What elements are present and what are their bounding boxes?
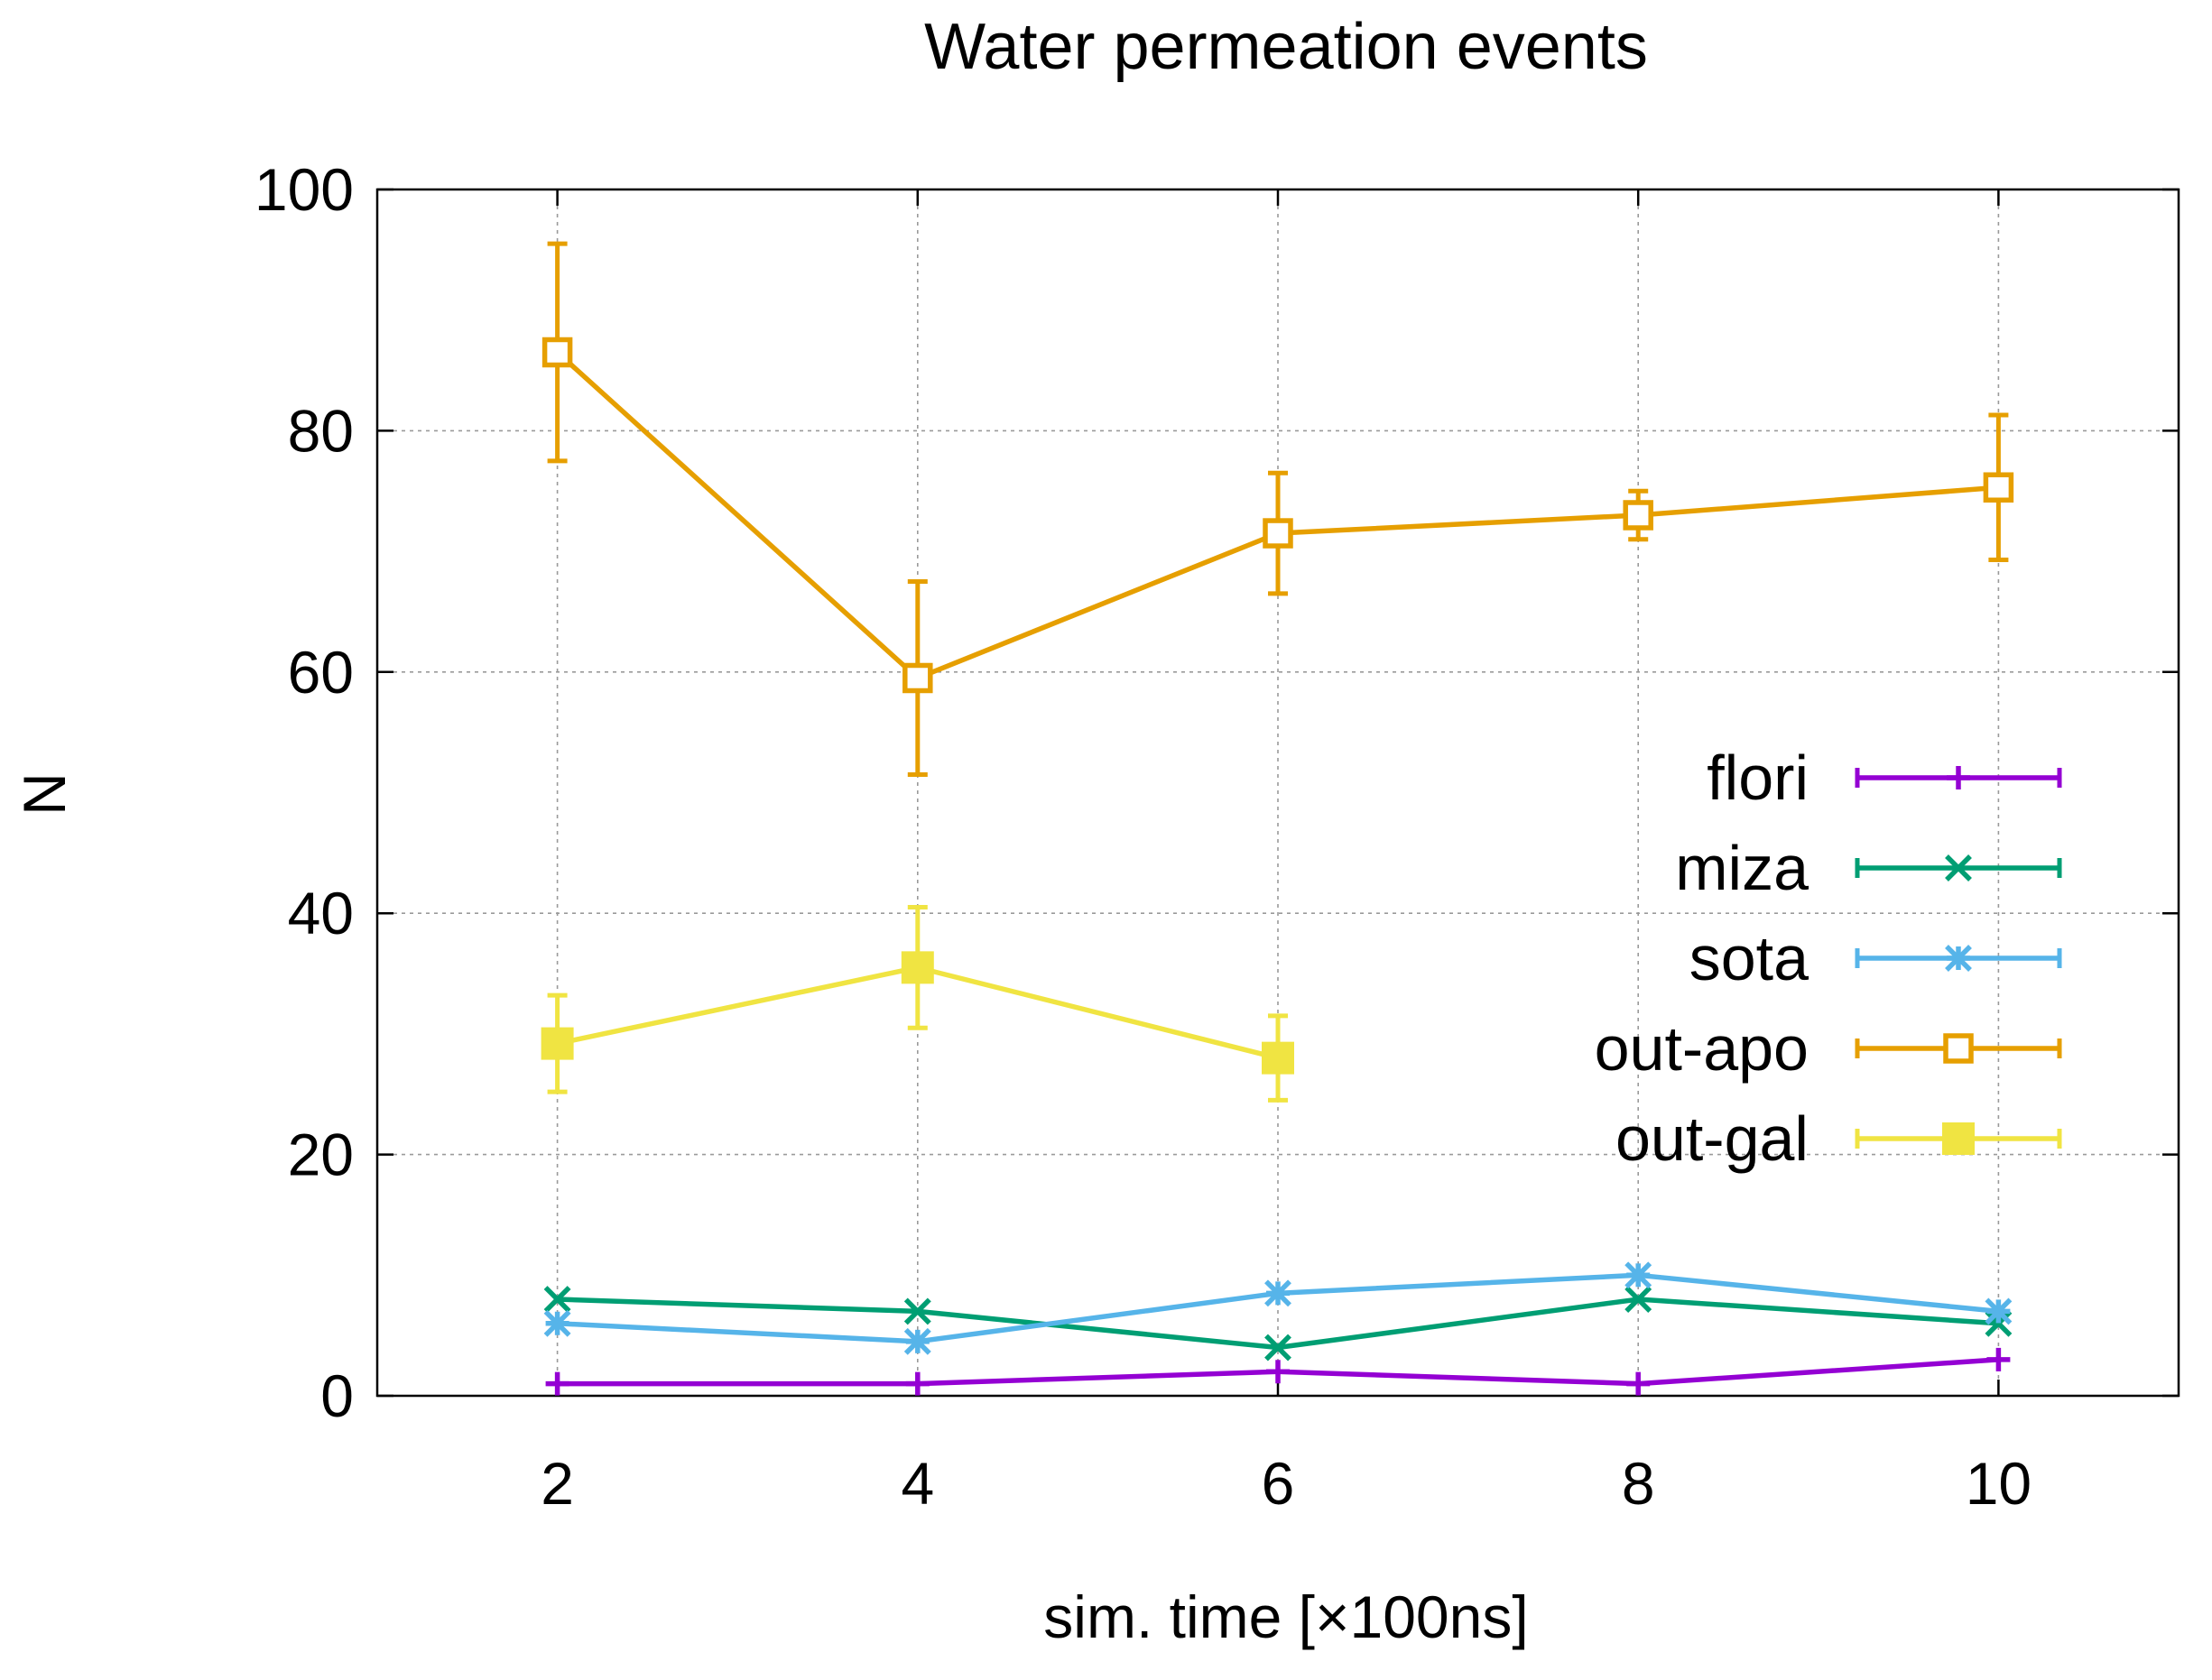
data-point-out-apo <box>902 662 933 694</box>
legend-marker <box>1942 1122 1975 1155</box>
legend-item-out-gal: out-gal <box>1615 1103 2062 1174</box>
x-tick-label: 8 <box>1622 1450 1655 1517</box>
legend-label: sota <box>1689 923 1809 993</box>
data-point-miza <box>1264 1334 1291 1362</box>
legend-marker <box>1945 945 1972 972</box>
series-layer <box>541 241 2014 1396</box>
data-point-out-gal <box>1262 1041 1294 1075</box>
data-point-flori <box>545 1371 569 1396</box>
y-axis-label: N <box>11 772 78 816</box>
x-tick-label: 6 <box>1262 1450 1295 1517</box>
data-point-out-gal <box>541 1027 574 1060</box>
data-point-out-gal <box>901 951 934 984</box>
data-point-miza <box>1624 1286 1652 1313</box>
legend-item-flori: flori <box>1707 743 2062 813</box>
chart-title: Water permeation events <box>924 11 1648 83</box>
data-point-sota <box>1624 1261 1652 1289</box>
series-sota <box>543 1261 2013 1355</box>
y-tick-label: 60 <box>288 639 354 706</box>
series-miza <box>543 1286 2013 1362</box>
data-point-out-apo <box>1623 500 1653 531</box>
legend-marker <box>1945 854 1972 882</box>
x-axis-label: sim. time [×100ns] <box>1043 1583 1528 1650</box>
series-flori <box>545 1347 2011 1396</box>
data-point-out-apo <box>1983 472 2014 503</box>
legend-label: flori <box>1707 743 1809 813</box>
series-out-apo <box>541 241 2014 777</box>
legend-item-out-apo: out-apo <box>1595 1013 2062 1084</box>
x-tick-label: 4 <box>901 1450 934 1517</box>
axes: 0 20 40 60 80 100 2 4 6 8 10 <box>255 156 2180 1517</box>
y-tick-label: 20 <box>288 1122 354 1188</box>
data-point-sota <box>543 1309 571 1337</box>
grid-lines <box>377 189 2179 1396</box>
data-point-flori <box>1266 1360 1290 1384</box>
legend-item-miza: miza <box>1675 833 2062 903</box>
legend-label: out-apo <box>1595 1013 1809 1084</box>
y-tick-label: 100 <box>255 156 354 223</box>
data-point-sota <box>903 1327 931 1355</box>
series-out-gal <box>541 905 1294 1103</box>
data-point-miza <box>1985 1309 2013 1337</box>
legend-item-sota: sota <box>1689 923 2062 993</box>
y-tick-label: 0 <box>320 1362 354 1429</box>
legend-marker <box>1947 766 1970 789</box>
data-point-sota <box>1264 1279 1291 1307</box>
data-point-flori <box>1986 1347 2011 1371</box>
legend: flori miza sota out-apo out-gal <box>1595 743 2062 1174</box>
y-tick-label: 80 <box>288 397 354 464</box>
x-tick-label: 10 <box>1966 1450 2032 1517</box>
data-point-miza <box>543 1286 571 1313</box>
y-tick-label: 40 <box>288 880 354 946</box>
data-point-flori <box>905 1371 930 1396</box>
data-point-out-apo <box>541 337 573 368</box>
data-point-miza <box>903 1297 931 1325</box>
data-point-sota <box>1985 1297 2013 1325</box>
legend-label: out-gal <box>1615 1103 1809 1174</box>
plot-frame <box>375 188 2180 1398</box>
legend-marker <box>1943 1033 1974 1064</box>
data-point-out-apo <box>1263 518 1293 549</box>
data-point-flori <box>1626 1371 1651 1396</box>
x-tick-label: 2 <box>541 1450 574 1517</box>
legend-label: miza <box>1675 833 1809 903</box>
